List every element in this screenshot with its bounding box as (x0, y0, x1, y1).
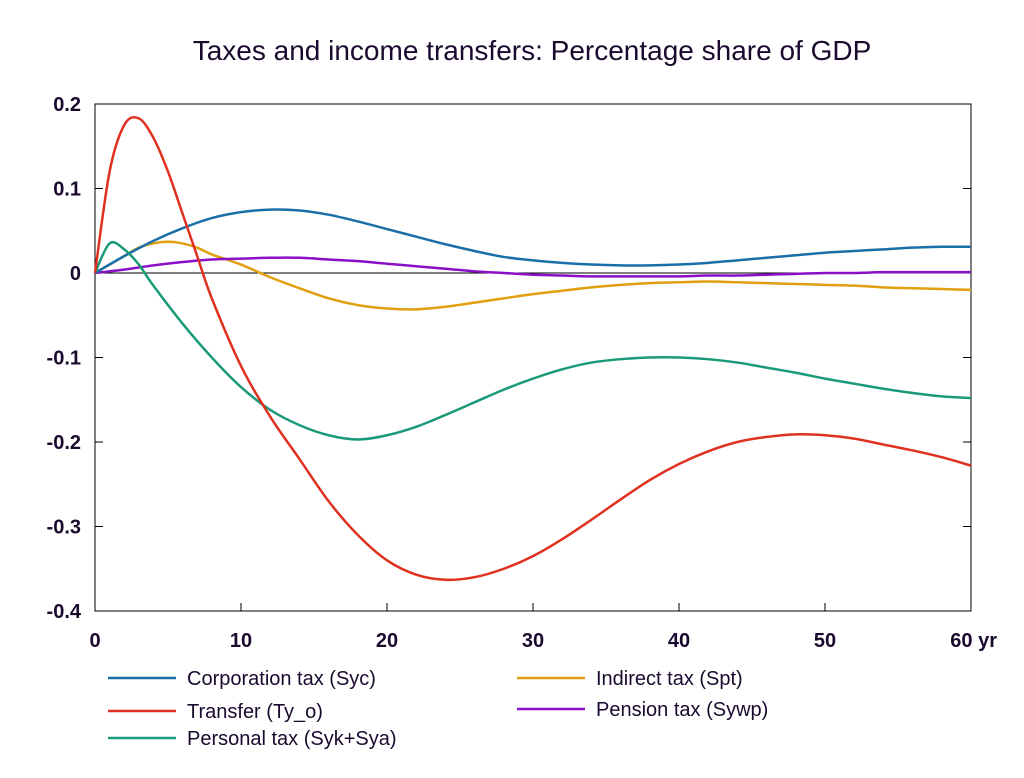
legend-label-personal-tax-syk-sya: Personal tax (Syk+Sya) (187, 728, 397, 750)
series-line-indirect-tax-spt (94, 240, 972, 311)
legend-label-pension-tax-sywp: Pension tax (Sywp) (596, 699, 768, 721)
legend: Corporation tax (Syc) Transfer (Ty_o) Pers… (108, 668, 768, 750)
y-tick-label: -0.3 (47, 517, 81, 539)
plot-area: 0.2 0.1 0 -0.1 -0.2 -0.3 -0.4 0 10 20 30 40 50 60 yr (47, 94, 998, 652)
y-tick-label: 0 (70, 263, 81, 285)
y-tick-label: -0.2 (47, 432, 81, 454)
legend-label-transfer-ty-o: Transfer (Ty_o) (187, 701, 323, 723)
x-tick-label: 0 (89, 630, 100, 652)
x-tick-label: 10 (230, 630, 252, 652)
series-line-personal-tax-syk-sya (93, 240, 972, 441)
x-tick-label: 60 yr (950, 630, 997, 652)
legend-label-corporation-tax-syc: Corporation tax (Syc) (187, 668, 376, 690)
legend-label-indirect-tax-spt: Indirect tax (Spt) (596, 668, 743, 690)
plot-frame (94, 103, 972, 612)
series-line-corporation-tax-syc (94, 208, 972, 275)
y-tick-label: 0.2 (53, 94, 81, 116)
chart-title: Taxes and income transfers: Percentage s… (193, 35, 872, 66)
y-tick-label: -0.1 (47, 348, 81, 370)
x-tick-label: 30 (522, 630, 544, 652)
x-tick-label: 50 (814, 630, 836, 652)
y-tick-label: -0.4 (47, 601, 82, 623)
series-line-pension-tax-sywp (94, 256, 971, 278)
x-tick-label: 20 (376, 630, 398, 652)
y-tick-label: 0.1 (53, 179, 81, 201)
series-line-transfer-ty-o (93, 115, 972, 582)
x-tick-label: 40 (668, 630, 690, 652)
